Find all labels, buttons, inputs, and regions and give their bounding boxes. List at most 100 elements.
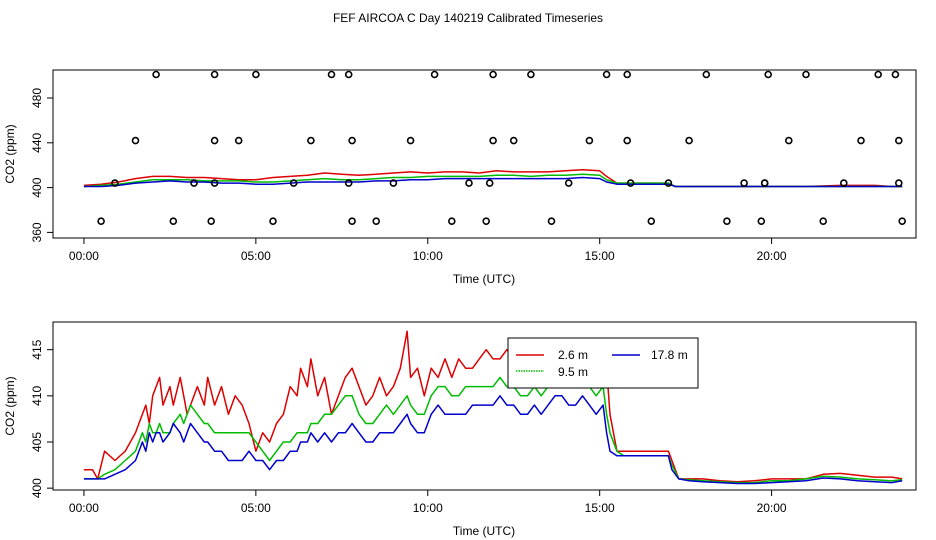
marker-point — [757, 217, 766, 225]
marker-point — [664, 179, 673, 187]
series-line-2-6-m — [83, 330, 903, 483]
y-tick-label: 400 — [30, 478, 44, 498]
marker-point — [894, 179, 903, 187]
plot-frame-bottom — [52, 321, 917, 491]
panel-top: 360 400 440 480 00:00 05:00 10:00 15:00 20:00 T… — [3, 69, 917, 286]
marker-point — [894, 136, 903, 145]
marker-point — [623, 136, 632, 145]
y-tick-label: 405 — [30, 432, 44, 452]
marker-point — [307, 136, 315, 145]
marker-point — [723, 217, 731, 225]
x-tick-label: 20:00 — [757, 501, 787, 515]
legend-label-17-8: 17.8 m — [651, 348, 688, 362]
marker-point — [489, 70, 497, 79]
marker-point — [527, 70, 535, 79]
marker-point — [252, 70, 260, 79]
marker-point — [344, 70, 353, 79]
legend-label-2-6: 2.6 m — [558, 348, 588, 362]
marker-point — [447, 217, 456, 225]
marker-point — [169, 217, 178, 225]
marker-point — [819, 217, 828, 225]
ylabel-top: CO2 (ppm) — [3, 124, 17, 183]
x-tick-label: 00:00 — [69, 249, 99, 263]
marker-point — [509, 136, 518, 145]
x-tick-label: 15:00 — [585, 501, 615, 515]
marker-point — [784, 136, 793, 145]
series-line-9-5-m — [83, 376, 903, 484]
marker-point — [874, 70, 883, 79]
panel-bottom: 400 405 410 415 00:00 05:00 10:00 15:00 20:00 T… — [3, 321, 917, 538]
marker-point — [372, 217, 381, 225]
x-axis-top: 00:00 05:00 10:00 15:00 20:00 — [69, 238, 787, 263]
marker-point — [289, 179, 298, 187]
marker-point — [685, 136, 693, 145]
marker-point — [602, 70, 611, 79]
marker-point — [839, 179, 848, 187]
marker-point — [327, 70, 336, 79]
series-bottom — [83, 330, 903, 485]
marker-point — [898, 217, 907, 225]
marker-point — [234, 136, 243, 145]
marker-point — [430, 70, 439, 79]
y-axis-top: 360 400 440 480 — [30, 88, 53, 242]
marker-point — [389, 179, 398, 187]
x-tick-label: 10:00 — [413, 501, 443, 515]
xlabel-top: Time (UTC) — [453, 272, 515, 286]
marker-point — [210, 136, 219, 145]
x-tick-label: 00:00 — [69, 501, 99, 515]
markers-top — [97, 70, 907, 225]
x-tick-label: 20:00 — [757, 249, 787, 263]
y-tick-label: 440 — [30, 132, 44, 152]
marker-point — [760, 179, 769, 187]
marker-point — [485, 179, 494, 187]
figure-title: FEF AIRCOA C Day 140219 Calibrated Times… — [333, 11, 603, 25]
x-tick-label: 10:00 — [413, 249, 443, 263]
marker-point — [210, 70, 219, 79]
marker-point — [891, 70, 900, 79]
marker-point — [269, 217, 277, 225]
x-tick-label: 05:00 — [241, 501, 271, 515]
y-tick-label: 480 — [30, 88, 44, 108]
y-tick-label: 410 — [30, 386, 44, 406]
marker-point — [348, 217, 356, 225]
y-tick-label: 360 — [30, 222, 44, 242]
marker-point — [857, 136, 865, 145]
legend-label-9-5: 9.5 m — [558, 365, 588, 379]
y-tick-label: 400 — [30, 177, 44, 197]
marker-point — [482, 217, 491, 225]
legend: 2.6 m 17.8 m 9.5 m — [507, 337, 699, 389]
marker-point — [623, 70, 632, 79]
marker-point — [406, 136, 415, 145]
marker-point — [210, 179, 219, 187]
marker-point — [626, 179, 635, 187]
marker-point — [190, 179, 198, 187]
y-axis-bottom: 400 405 410 415 — [30, 339, 53, 498]
marker-point — [207, 217, 215, 225]
marker-point — [111, 179, 119, 187]
ylabel-bottom: CO2 (ppm) — [3, 376, 17, 435]
y-tick-label: 415 — [30, 339, 44, 359]
marker-point — [585, 136, 594, 145]
x-tick-label: 05:00 — [241, 249, 271, 263]
x-axis-bottom: 00:00 05:00 10:00 15:00 20:00 — [69, 490, 787, 515]
marker-point — [131, 136, 140, 145]
marker-point — [348, 136, 356, 145]
marker-point — [152, 70, 160, 79]
legend-box — [507, 337, 699, 389]
marker-point — [802, 70, 810, 79]
marker-point — [564, 179, 573, 187]
xlabel-bottom: Time (UTC) — [453, 524, 515, 538]
marker-point — [702, 70, 711, 79]
series-line-17-8-m — [83, 176, 903, 188]
x-tick-label: 15:00 — [585, 249, 615, 263]
series-line-17-8-m — [83, 395, 903, 485]
marker-point — [465, 179, 473, 187]
marker-point — [344, 179, 353, 187]
plot-frame-top — [52, 69, 917, 239]
marker-point — [647, 217, 656, 225]
marker-point — [489, 136, 497, 145]
marker-point — [740, 179, 748, 187]
marker-point — [547, 217, 556, 225]
marker-point — [97, 217, 105, 225]
